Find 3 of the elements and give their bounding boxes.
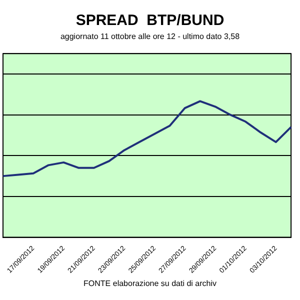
- chart-subtitle: aggiornato 11 ottobre alle ore 12 - ultimo dato 3,58: [60, 32, 240, 42]
- source-note: FONTE elaborazione su dati di archiv: [84, 279, 216, 288]
- chart-title: SPREAD BTP/BUND: [76, 12, 224, 30]
